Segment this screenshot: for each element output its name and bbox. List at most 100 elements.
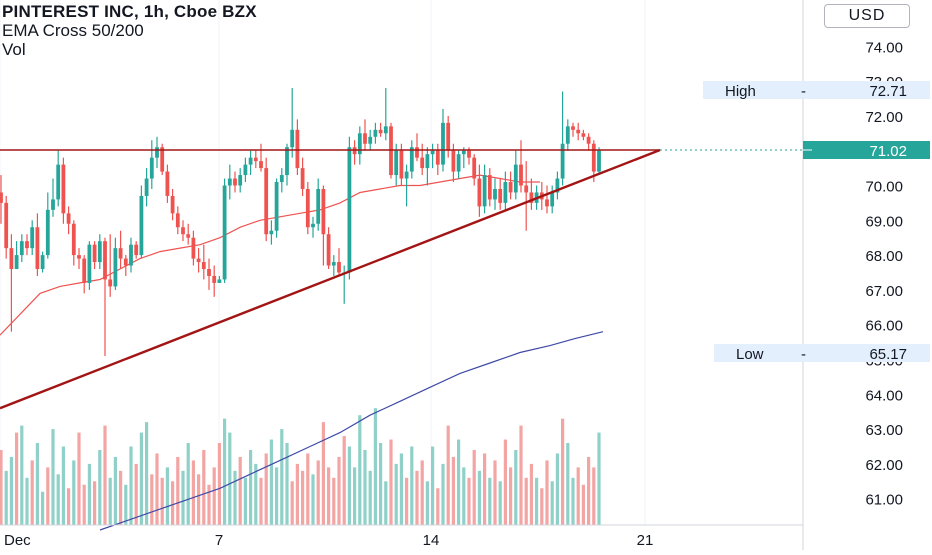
candle-body <box>383 126 388 134</box>
volume-bar <box>280 429 284 525</box>
candle-body <box>217 279 222 283</box>
volume-bar <box>165 467 169 525</box>
time-axis[interactable]: Dec 7 14 21 <box>0 524 803 549</box>
volume-bar <box>108 477 112 525</box>
candle-body <box>248 157 253 165</box>
candle-body <box>77 255 81 259</box>
volume-bar <box>581 484 585 525</box>
volume-indicator-name[interactable]: Vol <box>2 40 26 59</box>
high-value: 72.71 <box>869 83 907 100</box>
price-tick: 64.00 <box>865 387 903 404</box>
volume-bar <box>129 446 133 525</box>
low-label: Low <box>736 346 764 363</box>
volume-bar <box>321 422 325 525</box>
candle-body <box>487 175 492 200</box>
candle-body <box>565 126 570 144</box>
volume-bar <box>379 443 383 525</box>
candle-body <box>472 157 477 179</box>
price-tick: 72.00 <box>865 109 903 126</box>
volume-bar <box>373 408 377 525</box>
candle-body <box>97 241 102 263</box>
candle-body <box>45 209 50 256</box>
candle-body <box>269 230 274 235</box>
volume-bar <box>181 470 185 525</box>
volume-bar <box>561 418 565 525</box>
candle-body <box>404 171 409 179</box>
candle-body <box>295 129 300 169</box>
volume-bar <box>4 470 8 525</box>
ema50-line <box>0 174 540 336</box>
price-tick: 74.00 <box>865 39 903 56</box>
volume-bar <box>275 467 279 525</box>
candle-body <box>467 150 471 158</box>
candle-body <box>560 143 565 179</box>
candle-body <box>581 133 586 137</box>
candle-body <box>363 133 367 144</box>
trendlines[interactable] <box>0 148 661 410</box>
candle-body <box>4 202 9 249</box>
candle-body <box>66 213 71 224</box>
ema200-line <box>99 331 604 531</box>
candle-body <box>586 136 591 144</box>
candle-body <box>118 248 123 259</box>
volume-bar <box>160 477 164 525</box>
volume-bar <box>436 488 440 525</box>
candle-body <box>347 147 352 273</box>
symbol-title[interactable]: PINTEREST INC, 1h, Cboe BZX <box>2 2 257 21</box>
candle-body <box>378 129 383 134</box>
volume-bar <box>56 474 60 525</box>
indicator-name[interactable]: EMA Cross 50/200 <box>2 21 144 40</box>
volume-bar <box>191 460 195 525</box>
volume-bar <box>415 470 419 525</box>
time-label-14: 14 <box>423 532 440 549</box>
low-marker-bg <box>714 344 930 362</box>
candle-body <box>529 192 534 203</box>
low-dash: - <box>801 346 806 363</box>
time-label-dec: Dec <box>4 532 31 549</box>
volume-bar <box>467 477 471 525</box>
candle-body <box>19 241 24 256</box>
candle-body <box>285 147 289 176</box>
candle-body <box>597 150 601 172</box>
volume-bar <box>316 460 320 525</box>
volume-bar <box>332 477 336 525</box>
candle-body <box>399 150 404 179</box>
volume-bar <box>0 449 3 525</box>
volume-bar <box>301 470 305 525</box>
candle-body <box>175 213 180 228</box>
volume-bar <box>472 449 476 525</box>
candle-body <box>493 188 497 200</box>
volume-bar <box>202 449 206 525</box>
volume-bar <box>535 477 539 525</box>
volume-bar <box>243 477 247 525</box>
candle-body <box>56 164 61 200</box>
candle-body <box>279 175 284 183</box>
volume-bar <box>592 467 596 525</box>
candle-body <box>207 269 211 276</box>
volume-bar <box>119 470 123 525</box>
volume-bar <box>358 415 362 525</box>
chart-legend: PINTEREST INC, 1h, Cboe BZX EMA Cross 50… <box>2 2 257 59</box>
volume-bar <box>290 481 294 525</box>
candle-body <box>243 164 248 176</box>
volume-bar <box>566 443 570 525</box>
volume-bar <box>425 481 429 525</box>
volume-bar <box>441 463 445 525</box>
candle-body <box>316 188 321 224</box>
candle-body <box>441 122 445 165</box>
candle-body <box>0 192 3 203</box>
ema200-layer <box>99 331 604 531</box>
volume-bar <box>67 488 71 525</box>
volume-bar <box>155 453 159 525</box>
candle-body <box>290 129 295 148</box>
trendline-support[interactable] <box>0 148 661 410</box>
candle-body <box>337 262 341 273</box>
volume-bar <box>150 474 154 525</box>
currency-button[interactable]: USD <box>824 4 910 28</box>
candle-body <box>545 199 549 207</box>
low-value: 65.17 <box>869 346 907 363</box>
candle-body <box>155 147 159 158</box>
candle-body <box>368 136 373 144</box>
